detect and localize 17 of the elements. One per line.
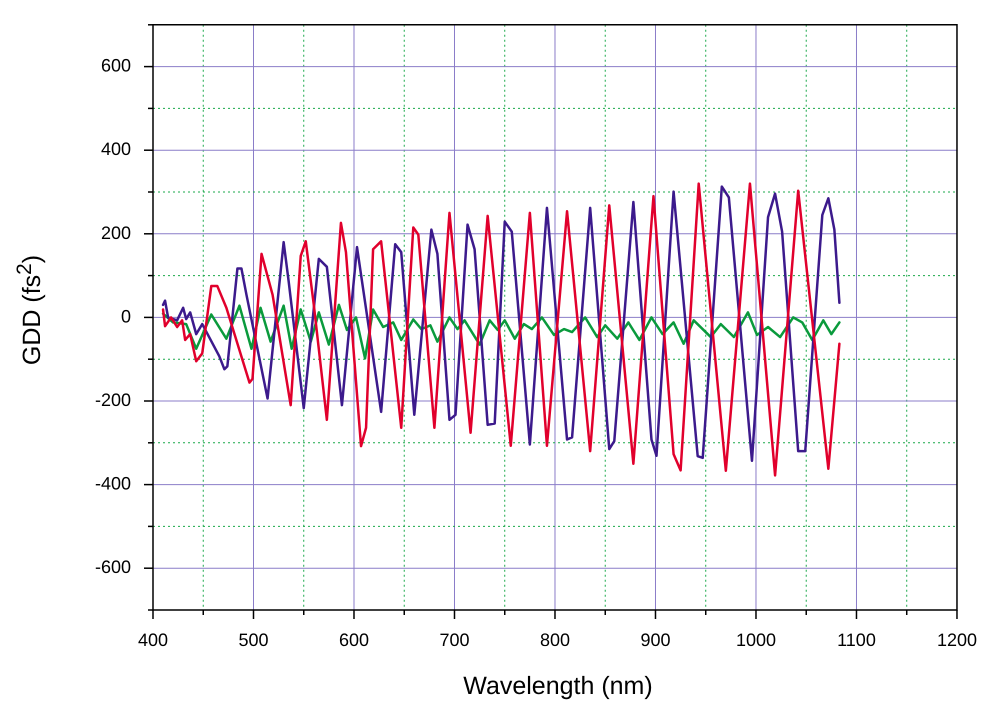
y-tick-label: -600 xyxy=(94,557,131,578)
x-tick-label: 1000 xyxy=(736,630,776,650)
x-tick-label: 1100 xyxy=(837,630,876,650)
x-tick-label: 900 xyxy=(640,630,671,650)
x-tick-label: 1200 xyxy=(936,630,977,650)
x-tick-label: 800 xyxy=(540,630,570,650)
x-axis-title: Wavelength (nm) xyxy=(462,672,654,701)
y-tick-label: 600 xyxy=(100,56,131,76)
x-tick-label: 500 xyxy=(238,630,269,650)
y-tick-label: -200 xyxy=(94,390,131,410)
x-tick-label: 600 xyxy=(338,630,370,650)
y-tick-label: 0 xyxy=(120,306,131,326)
x-tick-label: 700 xyxy=(439,630,470,650)
y-tick-label: 200 xyxy=(100,222,131,243)
x-tick-label: 400 xyxy=(138,630,168,650)
y-tick-label: 400 xyxy=(100,139,131,160)
y-tick-label: -400 xyxy=(94,474,131,494)
